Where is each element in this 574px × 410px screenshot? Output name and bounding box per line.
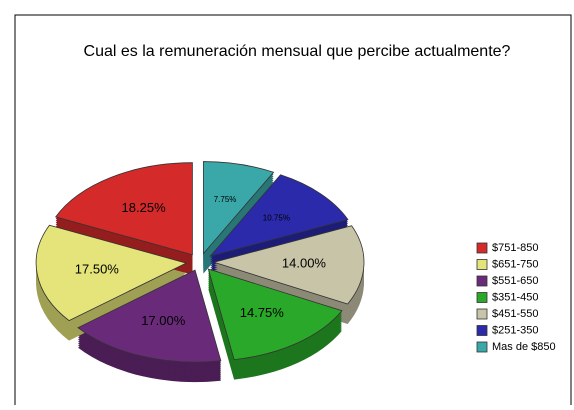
data-label: 10.75%	[263, 214, 290, 223]
data-label: 7.75%	[214, 195, 237, 204]
slice	[209, 174, 349, 257]
legend-swatch	[476, 325, 488, 336]
slice	[77, 269, 222, 363]
data-label: 14.75%	[240, 305, 285, 320]
legend-swatch	[476, 308, 488, 320]
slice	[202, 161, 275, 255]
legend-label: $451-550	[492, 308, 539, 320]
legend-swatch	[476, 275, 488, 287]
data-label: 17.00%	[141, 313, 186, 328]
legend-label: $351-450	[492, 291, 539, 303]
legend-swatch	[476, 259, 488, 270]
legend-swatch	[476, 242, 488, 254]
data-label: 14.00%	[282, 255, 327, 270]
legend-label: $551-650	[492, 275, 539, 287]
slice	[55, 162, 193, 256]
legend-label: $651-750	[492, 258, 539, 270]
legend-label: Mas de $850	[492, 341, 556, 353]
data-label: 17.50%	[75, 261, 120, 276]
slice	[212, 225, 365, 305]
legend-label: $251-350	[492, 324, 539, 336]
legend-swatch	[476, 292, 488, 303]
data-label: 18.25%	[122, 200, 167, 215]
slice	[207, 268, 343, 361]
legend-swatch	[476, 341, 488, 353]
legend-label: $751-850	[492, 242, 539, 254]
chart-title: Cual es la remuneración mensual que perc…	[84, 43, 511, 60]
slice	[35, 224, 188, 322]
